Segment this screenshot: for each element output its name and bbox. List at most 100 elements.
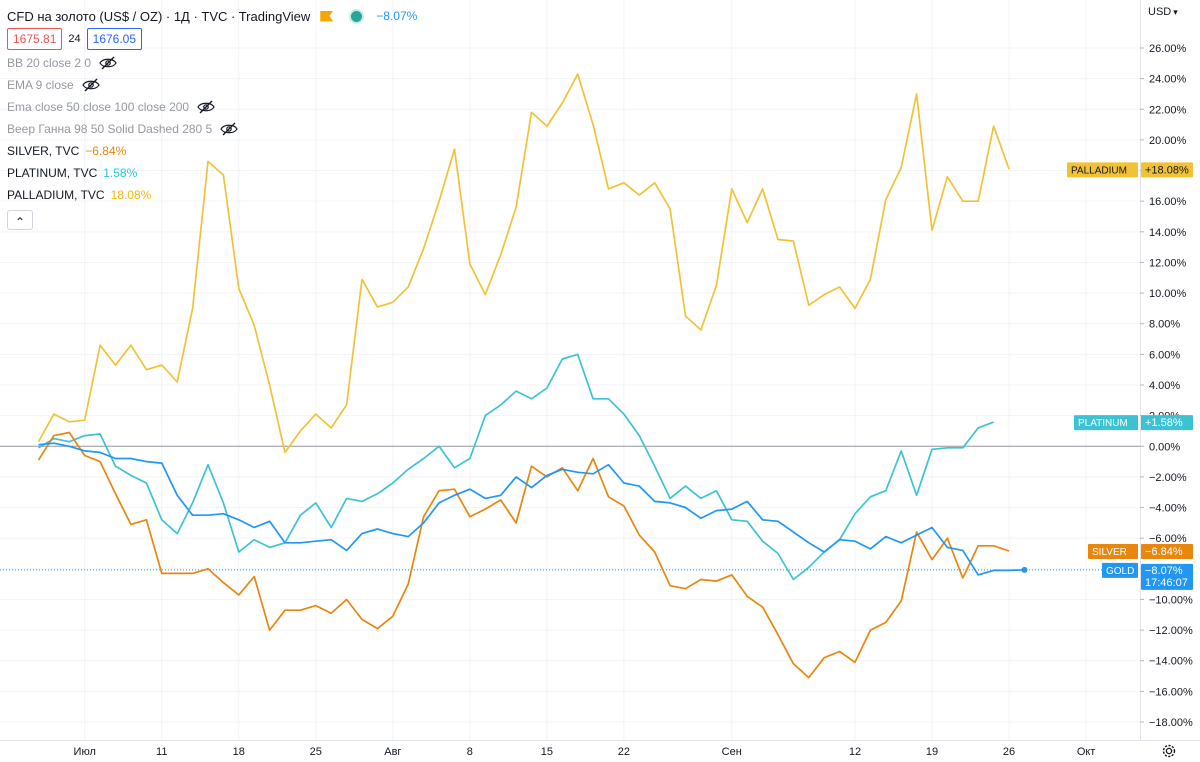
silver-value-text: −6.84% (1145, 546, 1183, 558)
y-tick-label: −18.00% (1149, 717, 1193, 729)
series-name: PALLADIUM, TVC (7, 188, 105, 202)
y-tick-label: 12.00% (1149, 257, 1187, 269)
silver-value-box (1141, 544, 1193, 560)
gold-value-text: −8.07% (1145, 565, 1183, 577)
symbol-header[interactable]: CFD на золото (US$ / OZ) · 1Д · TVC · Tr… (7, 6, 417, 26)
gold-last-point (1021, 566, 1028, 573)
x-tick-label: 15 (541, 746, 553, 758)
silver-series-line[interactable] (37, 431, 1010, 679)
x-tick-label: 25 (310, 746, 322, 758)
gold-label-text: GOLD (1106, 566, 1134, 577)
price-axis-bg (1140, 0, 1200, 762)
x-tick-label: Окт (1077, 746, 1096, 758)
series-change: 1.58% (103, 166, 138, 180)
y-tick-label: 22.00% (1149, 104, 1187, 116)
chart-legend: CFD на золото (US$ / OZ) · 1Д · TVC · Tr… (7, 6, 417, 230)
platinum-series-line[interactable] (38, 353, 994, 581)
indicator-item[interactable]: Веер Ганна 98 50 Solid Dashed 280 5 (7, 118, 417, 140)
y-tick-label: 16.00% (1149, 196, 1187, 208)
indicator-list: BB 20 close 2 0 EMA 9 close Ema close 50 c… (7, 52, 417, 140)
y-tick-label: −6.00% (1149, 533, 1187, 545)
collapse-legend-button[interactable]: ⌃ (7, 210, 33, 230)
compare-series-item[interactable]: PLATINUM, TVC 1.58% (7, 162, 417, 184)
series-change: 18.08% (110, 188, 152, 202)
y-tick-label: 26.00% (1149, 43, 1187, 55)
x-tick-label: Сен (722, 746, 742, 758)
x-tick-label: 8 (467, 746, 473, 758)
palladium-series-line[interactable] (37, 73, 1010, 454)
countdown-timer: 17:46:07 (1145, 577, 1188, 589)
y-tick-label: 6.00% (1149, 349, 1180, 361)
indicator-label: EMA 9 close (7, 78, 74, 92)
indicator-label: Ema close 50 close 100 close 200 (7, 100, 190, 114)
indicator-item[interactable]: EMA 9 close (7, 74, 417, 96)
platinum-label-box (1074, 415, 1138, 431)
indicator-item[interactable]: BB 20 close 2 0 (7, 52, 417, 74)
x-tick-label: 22 (618, 746, 630, 758)
indicator-label: BB 20 close 2 0 (7, 56, 92, 70)
x-tick-label: Авг (384, 746, 401, 758)
eye-crossed-icon[interactable] (197, 100, 215, 114)
symbol-title[interactable]: CFD на золото (US$ / OZ) · 1Д · TVC · Tr… (7, 8, 311, 24)
y-tick-label: −2.00% (1149, 472, 1187, 484)
compare-series-list: SILVER, TVC −6.84% PLATINUM, TVC 1.58% PALLA… (7, 140, 417, 206)
sell-price-button[interactable]: 1675.81 (7, 28, 63, 50)
silver-label-box (1088, 544, 1138, 560)
gold-series-line[interactable] (38, 442, 1025, 576)
price-axis[interactable]: 26.00%24.00%22.00%20.00%18.00%16.00%14.0… (1140, 0, 1200, 762)
x-tick-label: Июл (74, 746, 96, 758)
indicator-item[interactable]: Ema close 50 close 100 close 200 (7, 96, 417, 118)
quote-row: 1675.81 24 1676.05 (7, 26, 417, 52)
y-tick-label: −10.00% (1149, 594, 1193, 606)
buy-price-button[interactable]: 1676.05 (86, 28, 143, 50)
series-name: PLATINUM, TVC (7, 166, 98, 180)
x-tick-label: 26 (1003, 746, 1015, 758)
y-tick-label: 0.00% (1149, 441, 1180, 453)
y-tick-label: 14.00% (1149, 227, 1187, 239)
compare-series-item[interactable]: PALLADIUM, TVC 18.08% (7, 184, 417, 206)
palladium-label-box (1067, 162, 1138, 178)
y-tick-label: 24.00% (1149, 74, 1187, 86)
currency-label: USD (1148, 6, 1172, 18)
platinum-value-text: +1.58% (1145, 417, 1183, 429)
x-tick-label: 12 (849, 746, 861, 758)
y-tick-label: 8.00% (1149, 319, 1180, 331)
y-tick-label: −4.00% (1149, 503, 1187, 515)
eye-crossed-icon[interactable] (99, 56, 117, 70)
eye-crossed-icon[interactable] (220, 122, 238, 136)
chevron-down-icon: ▾ (1173, 7, 1178, 17)
x-tick-label: 19 (926, 746, 938, 758)
series-badges: PALLADIUM +18.08% PLATINUM +1.58% SILVER −6.8… (1067, 162, 1193, 590)
symbol-change: −8.07% (376, 9, 418, 23)
series-change: −6.84% (85, 144, 127, 158)
y-tick-label: −14.00% (1149, 656, 1193, 668)
platinum-label-text: PLATINUM (1078, 418, 1128, 429)
palladium-value-box (1141, 162, 1193, 178)
market-open-icon (351, 10, 363, 22)
gear-icon[interactable] (1160, 742, 1178, 760)
eye-crossed-icon[interactable] (82, 78, 100, 92)
currency-selector[interactable]: USD ▾ (1148, 6, 1178, 18)
series-name: SILVER, TVC (7, 144, 80, 158)
gold-label-box (1102, 562, 1138, 578)
x-tick-label: 11 (156, 746, 167, 758)
y-tick-label: −16.00% (1149, 686, 1193, 698)
palladium-label-text: PALLADIUM (1071, 165, 1127, 176)
chevron-up-icon: ⌃ (14, 215, 26, 229)
silver-label-text: SILVER (1092, 547, 1127, 558)
spread-value: 24 (68, 33, 81, 45)
x-tick-label: 18 (233, 746, 245, 758)
indicator-label: Веер Ганна 98 50 Solid Dashed 280 5 (7, 122, 213, 136)
y-tick-label: 4.00% (1149, 380, 1180, 392)
platinum-value-box (1141, 415, 1193, 431)
gold-value-box (1141, 563, 1193, 590)
series-lines (37, 73, 1028, 679)
y-tick-label: −12.00% (1149, 625, 1193, 637)
y-tick-label: 10.00% (1149, 288, 1187, 300)
time-axis[interactable]: Июл 11 18 25 Авг 8 15 22 Сен 12 19 26 Окт (0, 740, 1200, 759)
palladium-value-text: +18.08% (1145, 164, 1189, 176)
compare-series-item[interactable]: SILVER, TVC −6.84% (7, 140, 417, 162)
flag-icon[interactable] (320, 10, 334, 22)
